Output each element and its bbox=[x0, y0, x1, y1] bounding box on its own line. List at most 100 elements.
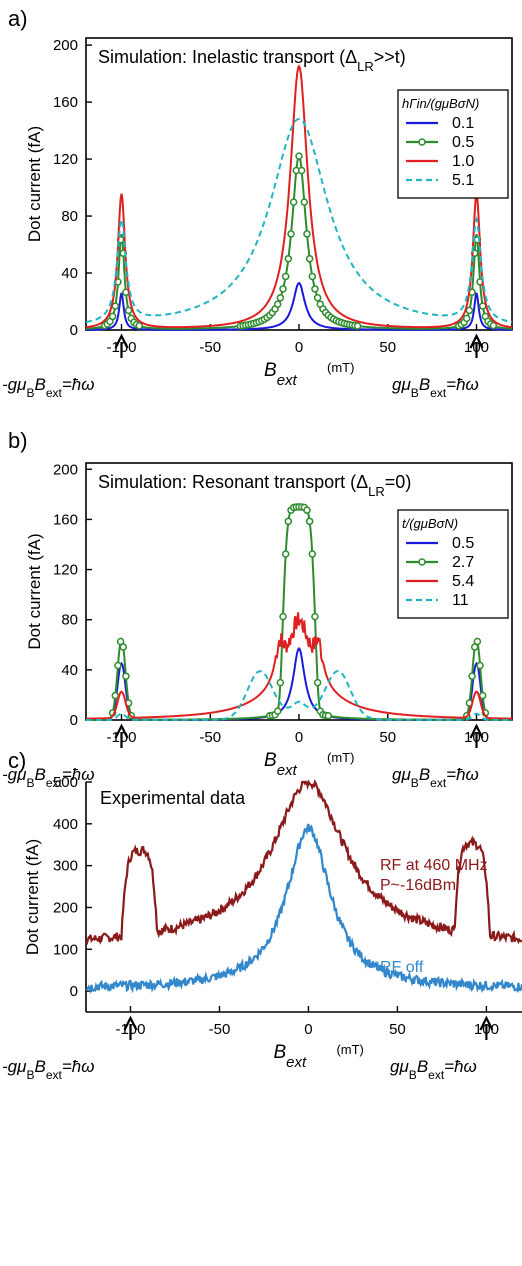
legend-entry: 0.1 bbox=[452, 115, 474, 132]
y-axis-label: Dot current (fA) bbox=[25, 126, 44, 242]
y-tick-label: 0 bbox=[70, 983, 78, 1000]
series-marker bbox=[288, 231, 294, 237]
y-tick-label: 200 bbox=[53, 37, 78, 54]
series-marker bbox=[112, 693, 118, 699]
series-marker bbox=[277, 295, 283, 301]
series-marker bbox=[126, 307, 132, 313]
x-axis-unit: (mT) bbox=[336, 1042, 363, 1057]
legend-marker bbox=[419, 139, 425, 145]
series-marker bbox=[291, 199, 297, 205]
series-marker bbox=[309, 273, 315, 279]
series-marker bbox=[275, 708, 281, 714]
series-marker bbox=[355, 323, 361, 329]
panel-title: Simulation: Resonant transport (ΔLR=0) bbox=[98, 472, 411, 499]
legend-entry: 11 bbox=[452, 592, 469, 609]
series-marker bbox=[136, 323, 142, 329]
series-marker bbox=[280, 286, 286, 292]
annotation-right: gμBBext=ħω bbox=[390, 1057, 477, 1082]
y-tick-label: 300 bbox=[53, 858, 78, 875]
series-marker bbox=[299, 167, 305, 173]
series-marker bbox=[315, 295, 321, 301]
x-tick-label: 50 bbox=[379, 339, 396, 356]
series-marker bbox=[110, 313, 116, 319]
series-marker bbox=[474, 639, 480, 645]
series-label-rf-on: RF at 460 MHz bbox=[380, 857, 488, 874]
series-marker bbox=[285, 518, 291, 524]
legend-entry: 2.7 bbox=[452, 554, 474, 571]
y-tick-label: 200 bbox=[53, 461, 78, 478]
x-tick-label: 50 bbox=[389, 1021, 406, 1038]
x-axis-label: Bext bbox=[264, 750, 298, 779]
legend-marker bbox=[419, 559, 425, 565]
x-tick-label: 0 bbox=[295, 339, 303, 356]
series-marker bbox=[304, 231, 310, 237]
series-marker bbox=[312, 286, 318, 292]
y-tick-label: 80 bbox=[61, 208, 78, 225]
series-marker bbox=[464, 315, 470, 321]
series-marker bbox=[307, 256, 313, 262]
y-tick-label: 0 bbox=[70, 712, 78, 729]
series-marker bbox=[296, 153, 302, 159]
series-marker bbox=[309, 551, 315, 557]
annotation-left: -gμBBext=ħω bbox=[2, 375, 94, 400]
series-marker bbox=[280, 614, 286, 620]
series-marker bbox=[275, 301, 281, 307]
series-marker bbox=[466, 307, 472, 313]
y-tick-label: 120 bbox=[53, 151, 78, 168]
series-marker bbox=[285, 256, 291, 262]
series-marker bbox=[120, 644, 126, 650]
y-axis-label: Dot current (fA) bbox=[23, 839, 42, 955]
y-tick-label: 100 bbox=[53, 941, 78, 958]
legend-entry: 0.5 bbox=[452, 134, 474, 151]
series-marker bbox=[490, 323, 496, 329]
series-marker bbox=[304, 507, 310, 513]
x-tick-label: 0 bbox=[304, 1021, 312, 1038]
panel-label: a) bbox=[8, 6, 28, 31]
legend-title: hΓin/(gμBσN) bbox=[402, 96, 479, 111]
x-tick-label: -50 bbox=[209, 1021, 231, 1038]
y-axis-label: Dot current (fA) bbox=[25, 533, 44, 649]
y-tick-label: 400 bbox=[53, 816, 78, 833]
series-marker bbox=[283, 551, 289, 557]
panel-title: Simulation: Inelastic transport (ΔLR>>t) bbox=[98, 47, 406, 74]
series-marker bbox=[469, 673, 475, 679]
y-tick-label: 200 bbox=[53, 899, 78, 916]
series-line-01 bbox=[86, 283, 512, 330]
y-tick-label: 120 bbox=[53, 562, 78, 579]
y-tick-label: 160 bbox=[53, 94, 78, 111]
series-marker bbox=[301, 199, 307, 205]
annotation-right: gμBBext=ħω bbox=[392, 765, 479, 790]
series-label-rf-off: RF off bbox=[380, 959, 424, 976]
x-axis-label: Bext bbox=[264, 360, 298, 389]
x-tick-label: -50 bbox=[199, 729, 221, 746]
series-marker bbox=[277, 680, 283, 686]
panel-label: c) bbox=[8, 748, 26, 773]
series-line-05 bbox=[86, 649, 512, 720]
series-marker bbox=[283, 273, 289, 279]
annotation-left: -gμBBext=ħω bbox=[2, 1057, 94, 1082]
panel-title: Experimental data bbox=[100, 788, 246, 808]
y-tick-label: 0 bbox=[70, 322, 78, 339]
x-tick-label: 50 bbox=[379, 729, 396, 746]
series-label-power: P~-16dBm bbox=[380, 877, 456, 894]
annotation-right: gμBBext=ħω bbox=[392, 375, 479, 400]
x-axis-label: Bext bbox=[273, 1042, 307, 1071]
series-marker bbox=[312, 614, 318, 620]
y-tick-label: 160 bbox=[53, 511, 78, 528]
series-line-11 bbox=[86, 671, 512, 720]
y-tick-label: 500 bbox=[53, 774, 78, 791]
x-tick-label: -50 bbox=[199, 339, 221, 356]
y-tick-label: 40 bbox=[61, 265, 78, 282]
legend-entry: 5.1 bbox=[452, 172, 474, 189]
series-marker bbox=[307, 518, 313, 524]
series-marker bbox=[480, 693, 486, 699]
legend-title: t/(gμBσN) bbox=[402, 516, 458, 531]
legend-entry: 1.0 bbox=[452, 153, 474, 170]
legend-entry: 5.4 bbox=[452, 573, 474, 590]
legend-entry: 0.5 bbox=[452, 535, 474, 552]
y-tick-label: 80 bbox=[61, 612, 78, 629]
series-marker bbox=[325, 713, 331, 719]
